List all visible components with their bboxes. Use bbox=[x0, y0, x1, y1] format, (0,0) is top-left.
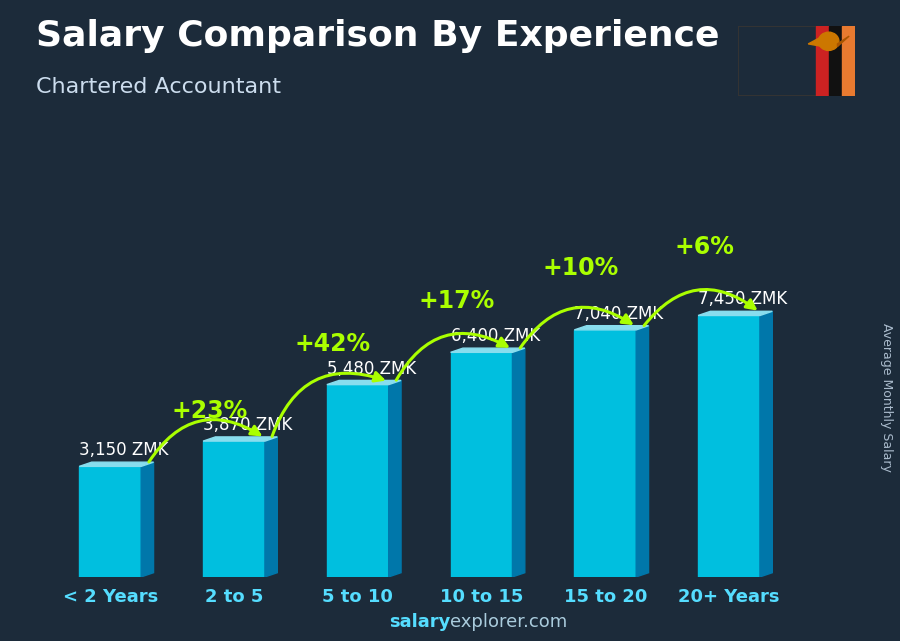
Polygon shape bbox=[203, 437, 277, 441]
Text: 7,450 ZMK: 7,450 ZMK bbox=[698, 290, 788, 308]
Polygon shape bbox=[760, 312, 772, 577]
Text: +10%: +10% bbox=[543, 256, 618, 280]
Text: 7,040 ZMK: 7,040 ZMK bbox=[574, 305, 663, 323]
Text: Chartered Accountant: Chartered Accountant bbox=[36, 77, 281, 97]
Polygon shape bbox=[636, 326, 649, 577]
Text: +6%: +6% bbox=[674, 235, 734, 259]
Polygon shape bbox=[265, 437, 277, 577]
Bar bbox=[815, 26, 829, 96]
Bar bbox=[203, 441, 265, 577]
Bar bbox=[698, 315, 760, 577]
Text: explorer.com: explorer.com bbox=[450, 613, 567, 631]
Text: Average Monthly Salary: Average Monthly Salary bbox=[880, 323, 893, 472]
Polygon shape bbox=[512, 348, 525, 577]
Text: 3,870 ZMK: 3,870 ZMK bbox=[203, 416, 292, 434]
Text: +23%: +23% bbox=[171, 399, 248, 423]
Bar bbox=[451, 353, 512, 577]
Polygon shape bbox=[574, 326, 649, 330]
Text: Salary Comparison By Experience: Salary Comparison By Experience bbox=[36, 19, 719, 53]
Polygon shape bbox=[141, 462, 154, 577]
Polygon shape bbox=[79, 462, 154, 467]
Bar bbox=[842, 26, 855, 96]
Polygon shape bbox=[808, 36, 823, 47]
Polygon shape bbox=[389, 380, 401, 577]
Polygon shape bbox=[451, 348, 525, 353]
Circle shape bbox=[818, 32, 839, 51]
Polygon shape bbox=[698, 312, 772, 315]
Text: +42%: +42% bbox=[295, 332, 371, 356]
Text: salary: salary bbox=[389, 613, 450, 631]
Bar bbox=[829, 26, 842, 96]
Bar bbox=[327, 385, 389, 577]
Bar bbox=[79, 467, 141, 577]
Polygon shape bbox=[838, 36, 850, 47]
Text: +17%: +17% bbox=[418, 289, 495, 313]
Text: 5,480 ZMK: 5,480 ZMK bbox=[327, 360, 416, 378]
Text: 3,150 ZMK: 3,150 ZMK bbox=[79, 442, 169, 460]
Polygon shape bbox=[327, 380, 401, 385]
Bar bbox=[574, 330, 636, 577]
Text: 6,400 ZMK: 6,400 ZMK bbox=[451, 328, 540, 345]
